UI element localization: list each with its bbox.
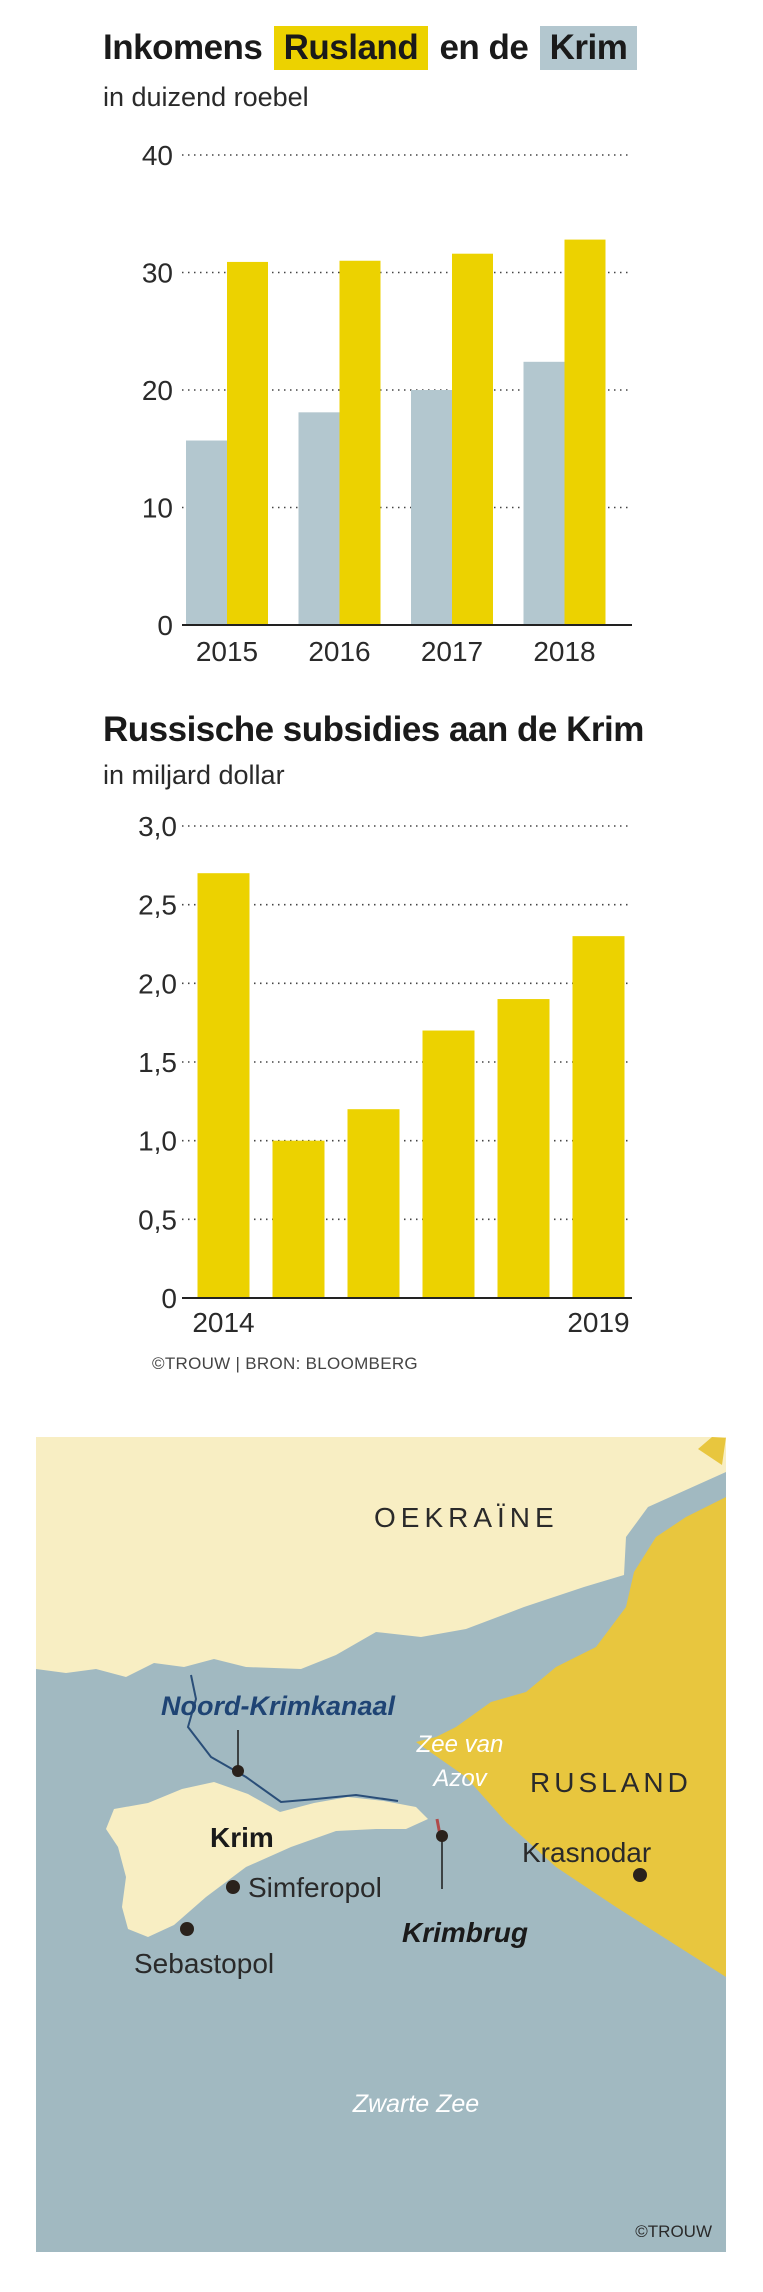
bar-rusland xyxy=(452,253,493,625)
x-tick-label: 2018 xyxy=(533,636,595,667)
bar-krim xyxy=(186,440,227,625)
label-krimbrug: Krimbrug xyxy=(402,1917,528,1948)
bar-subsidy xyxy=(572,936,625,1298)
source-credit: ©TROUW | BRON: BLOOMBERG xyxy=(152,1354,418,1373)
x-tick-label: 2017 xyxy=(421,636,483,667)
chart2-plot: 0 0,5 1,0 1,5 2,0 2,5 3,0 2014 2019 xyxy=(138,811,632,1338)
bar-subsidy xyxy=(272,1140,325,1298)
chart2-title: Russische subsidies aan de Krim xyxy=(103,710,644,749)
y-tick-label: 20 xyxy=(142,375,173,406)
chart1-subtitle: in duizend roebel xyxy=(103,82,309,112)
ukraine-land xyxy=(36,1437,726,1677)
y-tick-label: 30 xyxy=(142,258,173,289)
bar-subsidy xyxy=(497,999,550,1298)
y-tick-label: 0 xyxy=(161,1283,177,1314)
y-tick-label: 1,0 xyxy=(138,1126,177,1157)
label-azov-1: Zee van xyxy=(416,1731,504,1758)
simferopol-dot xyxy=(226,1880,240,1894)
bar-rusland xyxy=(564,239,606,625)
bar-rusland xyxy=(339,260,381,625)
chart2-subtitle: in miljard dollar xyxy=(103,760,285,790)
y-tick-label: 3,0 xyxy=(138,811,177,842)
bridge-marker xyxy=(436,1830,448,1842)
bar-subsidy xyxy=(197,873,250,1298)
y-tick-label: 1,5 xyxy=(138,1047,177,1078)
y-tick-label: 0,5 xyxy=(138,1204,177,1235)
crimea-map: OEKRAÏNE RUSLAND Noord-Krimkanaal Zee va… xyxy=(36,1437,726,2252)
y-tick-label: 10 xyxy=(142,493,173,524)
label-rusland: RUSLAND xyxy=(530,1767,692,1798)
bar-krim xyxy=(523,361,565,625)
label-canal: Noord-Krimkanaal xyxy=(161,1691,396,1721)
x-tick-label: 2016 xyxy=(308,636,370,667)
chart1-title-mid: en de xyxy=(439,28,529,67)
chart1-plot: 0 10 20 30 40 2015 2016 2017 2018 xyxy=(142,140,632,667)
sebastopol-dot xyxy=(180,1922,194,1936)
map-credit: ©TROUW xyxy=(635,2222,712,2241)
canal-marker xyxy=(232,1765,244,1777)
bar-rusland xyxy=(227,261,268,625)
x-tick-label: 2015 xyxy=(196,636,258,667)
label-sebastopol: Sebastopol xyxy=(134,1948,274,1979)
crimea-land xyxy=(106,1782,428,1937)
bar-subsidy xyxy=(422,1030,475,1298)
canal-line xyxy=(186,1674,399,1804)
x-tick-label: 2014 xyxy=(192,1307,254,1338)
chart1-title: Inkomens Rusland en de Krim xyxy=(103,26,639,70)
y-tick-label: 2,5 xyxy=(138,890,177,921)
legend-rusland: Rusland xyxy=(273,26,429,70)
x-tick-label: 2019 xyxy=(567,1307,629,1338)
y-tick-label: 0 xyxy=(157,610,173,641)
krasnodar-dot xyxy=(633,1868,647,1882)
label-zwarte-zee: Zwarte Zee xyxy=(352,2090,479,2118)
label-simferopol: Simferopol xyxy=(248,1872,382,1903)
bar-subsidy xyxy=(347,1109,400,1298)
bar-krim xyxy=(411,390,452,625)
chart1-title-pre: Inkomens xyxy=(103,28,263,67)
y-tick-label: 40 xyxy=(142,140,173,171)
label-oekraine: OEKRAÏNE xyxy=(374,1502,559,1533)
label-azov-2: Azov xyxy=(431,1765,488,1792)
y-tick-label: 2,0 xyxy=(138,968,177,999)
bar-krim xyxy=(298,412,340,625)
label-krasnodar: Krasnodar xyxy=(522,1837,651,1868)
legend-krim: Krim xyxy=(539,26,638,70)
russia-land-corner xyxy=(698,1437,726,1465)
label-krim: Krim xyxy=(210,1822,274,1853)
russia-land xyxy=(416,1497,726,1977)
